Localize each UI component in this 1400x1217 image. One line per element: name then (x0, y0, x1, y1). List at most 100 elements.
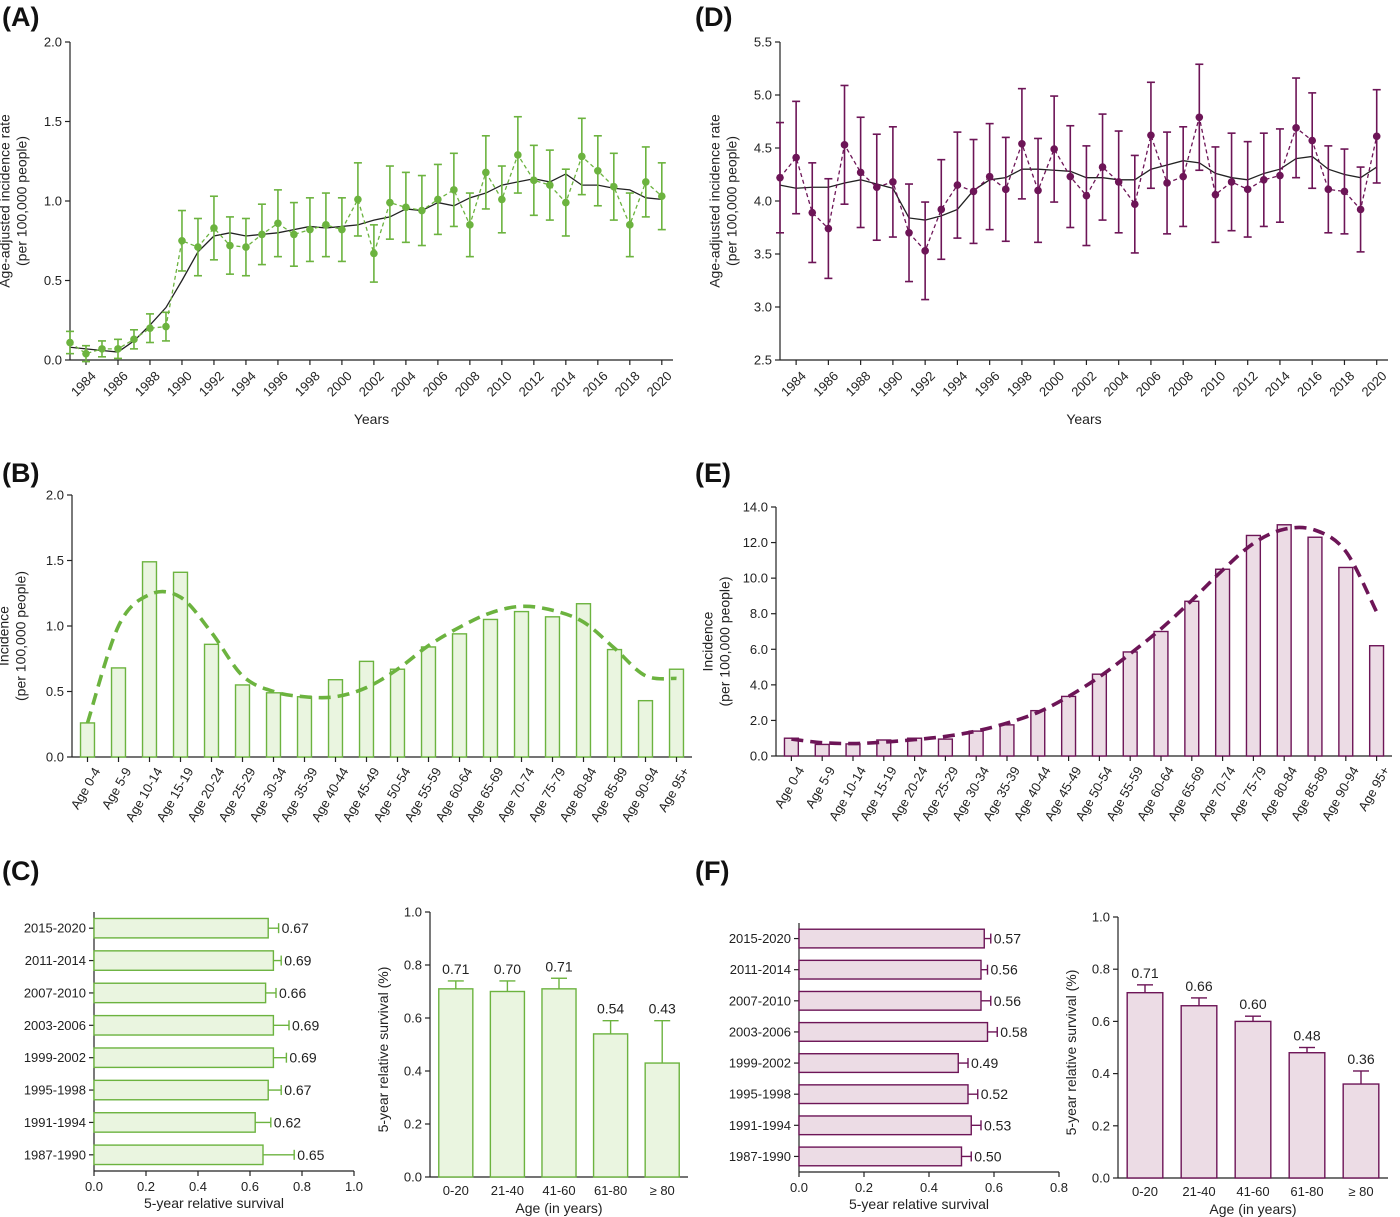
chart-b-y-axis-title: Incidence (0, 606, 12, 666)
chart-d-y-tick-label: 5.5 (754, 35, 772, 50)
chart-b-bar (451, 633, 468, 758)
chart-d-data-point (824, 224, 833, 233)
chart-c1-y-tick-label: 2011-2014 (25, 953, 86, 968)
chart-a-data-point (594, 166, 602, 175)
chart-e-bar (1245, 534, 1262, 757)
chart-d-data-point (1066, 172, 1075, 181)
panel-label-f: (F) (695, 856, 729, 886)
chart-f2-x-axis-title: Age (in years) (1209, 1201, 1296, 1217)
chart-a-data-point (642, 178, 650, 186)
chart-a-data-point (514, 151, 522, 159)
chart-f1-value-label: 0.52 (981, 1086, 1008, 1102)
chart-e-bar (968, 730, 984, 757)
chart-d-data-point (1308, 136, 1317, 145)
chart-a-data-point (322, 221, 330, 229)
chart-d-y-tick-label: 3.0 (754, 300, 772, 315)
chart-d-data-point (1292, 124, 1300, 132)
chart-d-y-tick-label: 4.0 (754, 194, 772, 209)
chart-e-bar (814, 743, 830, 757)
chart-c1-y-tick-label: 2015-2020 (24, 921, 86, 936)
chart-d-data-point (1356, 205, 1365, 214)
chart-f2-x-tick-label: 0-20 (1132, 1184, 1158, 1199)
chart-e-bar (1307, 536, 1323, 757)
chart-d-data-point (889, 178, 897, 186)
chart-d-x-tick-label: 2008 (1165, 368, 1196, 399)
chart-c2-x-tick-label: 21-40 (491, 1183, 524, 1198)
chart-c1-value-label: 0.69 (289, 1050, 316, 1066)
chart-b-bar (389, 668, 406, 758)
chart-b-bar (606, 648, 623, 758)
chart-b-bar (358, 660, 375, 758)
chart-c2-x-tick-label: ≥ 80 (650, 1183, 675, 1198)
chart-a-data-point (546, 181, 554, 189)
chart-d-data-point (1243, 185, 1252, 194)
chart-d-data-point (1324, 185, 1333, 194)
chart-c2-bar (489, 990, 526, 1178)
chart-a-data-point (226, 241, 234, 250)
chart-d-data-point (872, 183, 881, 192)
chart-f1-bar (798, 1021, 989, 1042)
chart-c2-bar (438, 988, 474, 1178)
chart-a-x-tick-label: 1984 (68, 368, 99, 399)
chart-d-y-axis-title: Age-adjusted incidence rate (707, 114, 723, 288)
chart-d-data-point (905, 229, 913, 237)
chart-d-y-tick-label: 3.5 (754, 247, 772, 262)
chart-a-x-tick-label: 2014 (548, 368, 579, 399)
panel-label-e: (E) (695, 458, 731, 488)
chart-a-data-point (274, 219, 282, 228)
chart-a-data-point (114, 345, 122, 353)
chart-f2-y-axis-title: 5-year relative survival (%) (1063, 970, 1079, 1136)
chart-a-data-point (354, 195, 362, 204)
chart-e-y-tick-label: 2.0 (750, 713, 768, 728)
chart-a-x-tick-label: 2008 (452, 368, 483, 399)
chart-e-y-tick-label: 12.0 (743, 535, 768, 550)
chart-d-data-point (985, 172, 994, 181)
chart-f2-y-tick-label: 0.4 (1092, 1066, 1110, 1081)
chart-a-data-point (610, 182, 618, 191)
panel-label-a: (A) (2, 2, 39, 32)
chart-c2-survival-by-age: 0.0 0.2 0.4 0.6 0.8 1.0 0.71 0-20 0.70 21-40 0.71 4… (375, 905, 688, 1216)
chart-c2-y-tick-label: 0.0 (404, 1170, 422, 1185)
chart-d-x-tick-label: 2014 (1262, 368, 1293, 399)
chart-a-x-tick-label: 2006 (420, 368, 451, 399)
chart-f2-x-tick-label: ≥ 80 (1348, 1184, 1373, 1199)
chart-c1-value-label: 0.69 (284, 953, 311, 969)
chart-f1-value-label: 0.53 (984, 1117, 1011, 1133)
chart-c2-bar (644, 1062, 680, 1178)
chart-c2-y-tick-label: 1.0 (404, 905, 422, 920)
chart-d-x-tick-label: 1984 (778, 368, 809, 399)
chart-c1-value-label: 0.65 (297, 1147, 324, 1163)
chart-c1-x-tick-label: 0.0 (85, 1179, 103, 1194)
chart-c1-value-label: 0.69 (292, 1017, 319, 1033)
chart-a-data-point (98, 345, 106, 353)
chart-b-bar (296, 696, 313, 758)
chart-a-data-point (338, 225, 346, 234)
chart-a-x-tick-label: 1990 (164, 368, 195, 399)
chart-a-data-point (258, 230, 266, 239)
chart-f1-bar (798, 928, 985, 949)
chart-d-observed-line (779, 117, 1378, 253)
chart-f2-bar (1342, 1083, 1380, 1179)
chart-e-bar (1153, 630, 1169, 757)
chart-a-y-tick-label: 1.0 (44, 194, 62, 209)
chart-c2-value-label: 0.71 (442, 961, 469, 977)
chart-d-data-point (1018, 139, 1026, 148)
chart-f1-value-label: 0.57 (994, 931, 1021, 947)
chart-c1-x-tick-label: 0.2 (137, 1179, 155, 1194)
chart-c2-y-tick-label: 0.4 (404, 1064, 422, 1079)
chart-f1-y-tick-label: 2007-2010 (729, 993, 791, 1008)
chart-a-data-point (66, 338, 74, 347)
chart-d-data-point (1179, 172, 1187, 181)
chart-f1-x-tick-label: 0.2 (855, 1180, 873, 1195)
chart-c2-x-tick-label: 0-20 (443, 1183, 469, 1198)
chart-d-data-point (776, 173, 784, 182)
chart-b-y-tick-label: 0.5 (46, 684, 64, 699)
chart-c1-x-tick-label: 1.0 (345, 1179, 363, 1194)
chart-a-x-tick-label: 1986 (100, 368, 131, 399)
chart-c2-value-label: 0.43 (649, 1001, 676, 1017)
chart-a-data-point (178, 236, 186, 245)
panel-label-d: (D) (695, 2, 732, 32)
chart-a-data-point (130, 335, 138, 344)
chart-d-data-point (1163, 179, 1171, 187)
